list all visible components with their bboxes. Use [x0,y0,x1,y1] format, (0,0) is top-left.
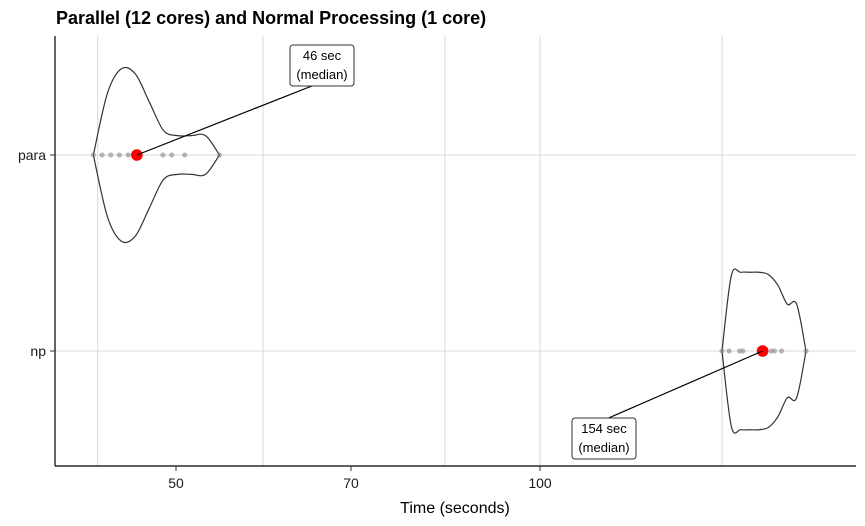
x-axis-title: Time (seconds) [400,500,510,517]
annotation-box-np [571,417,637,460]
x-tick-label-2: 100 [528,475,552,491]
points-layer [90,149,809,357]
data-point-para-3 [116,152,123,158]
data-point-np-0 [719,348,725,354]
data-point-np-5 [771,348,778,354]
data-point-np-3 [740,348,746,354]
data-point-np-6 [778,348,785,354]
annotation-line2-para: (median) [296,67,347,82]
data-point-para-1 [99,152,105,158]
data-point-para-7 [169,152,175,158]
x-tick-label-0: 50 [168,475,184,491]
annotation-line1-para: 46 sec [303,48,342,63]
data-point-para-6 [160,152,166,158]
annotation-leader-np [603,350,763,421]
data-point-para-4 [125,152,131,158]
data-point-para-2 [108,152,114,158]
chart-title: Parallel (12 cores) and Normal Processin… [56,8,486,28]
x-tick-label-1: 70 [343,475,359,491]
grid-layer [55,36,856,466]
data-point-np-1 [726,348,732,354]
y-tick-label-np: np [30,343,46,359]
annotation-leader-para [136,81,323,156]
annotation-line1-np: 154 sec [581,421,627,436]
axes-layer: 50 70 100 para np [18,36,856,491]
data-point-para-0 [90,152,96,158]
data-point-np-7 [803,348,809,354]
annotation-box-para [289,44,355,87]
data-point-para-8 [182,152,188,158]
annotation-line2-np: (median) [578,440,629,455]
y-tick-label-para: para [18,147,46,163]
annotation-layer: 46 sec (median) 154 sec (median) [136,44,763,460]
data-point-para-9 [216,152,223,158]
